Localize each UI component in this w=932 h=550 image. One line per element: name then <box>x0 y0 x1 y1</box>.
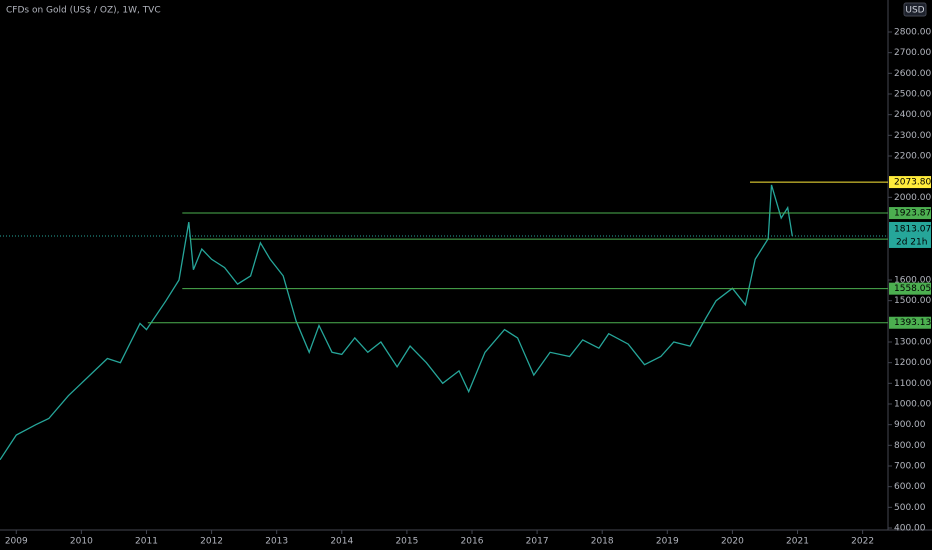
level-tag <box>889 316 931 329</box>
y-tick-label: 2500.00 <box>894 89 931 99</box>
x-tick-label: 2015 <box>395 537 418 547</box>
y-tick-label: 1600.00 <box>894 275 931 285</box>
y-tick-label: 900.00 <box>894 420 926 430</box>
y-tick-label: 1100.00 <box>894 379 931 389</box>
level-label: 1393.13 <box>894 318 931 328</box>
price-line <box>0 184 793 461</box>
y-tick-label: 1000.00 <box>894 399 931 409</box>
y-tick-label: 1200.00 <box>894 358 931 368</box>
y-tick-label: 2400.00 <box>894 110 931 120</box>
x-tick-label: 2013 <box>265 537 288 547</box>
level-label: 2073.80 <box>894 178 931 188</box>
x-tick-label: 2017 <box>526 537 549 547</box>
y-tick-label: 2000.00 <box>894 193 931 203</box>
y-tick-label: 1300.00 <box>894 337 931 347</box>
x-tick-label: 2018 <box>591 537 614 547</box>
x-tick-label: 2022 <box>851 537 874 547</box>
y-tick-label: 700.00 <box>894 461 926 471</box>
x-tick-label: 2010 <box>70 537 93 547</box>
y-tick-label: 2800.00 <box>894 27 931 37</box>
y-tick-label: 2200.00 <box>894 151 931 161</box>
level-tag <box>889 282 931 295</box>
x-tick-label: 2014 <box>330 537 353 547</box>
level-label: 1923.87 <box>894 209 931 219</box>
x-tick-label: 2011 <box>135 537 158 547</box>
y-tick-label: 400.00 <box>894 523 926 533</box>
y-tick-label: 800.00 <box>894 441 926 451</box>
x-tick-label: 2020 <box>721 537 744 547</box>
y-tick-label: 600.00 <box>894 482 926 492</box>
last-price-tag <box>889 221 931 248</box>
y-tick-label: 500.00 <box>894 503 926 513</box>
level-label: 1558.05 <box>894 284 931 294</box>
x-tick-label: 2021 <box>786 537 809 547</box>
y-tick-label: 1500.00 <box>894 296 931 306</box>
y-tick-label: 2300.00 <box>894 131 931 141</box>
y-tick-label: 2600.00 <box>894 69 931 79</box>
level-tag <box>889 176 931 189</box>
currency-button[interactable] <box>903 2 927 17</box>
chart-title: CFDs on Gold (US$ / OZ), 1W, TVC <box>6 6 161 16</box>
x-tick-label: 2009 <box>5 537 28 547</box>
x-tick-label: 2019 <box>656 537 679 547</box>
level-tag <box>889 207 931 220</box>
currency-label[interactable]: USD <box>905 6 924 16</box>
x-tick-label: 2016 <box>461 537 484 547</box>
countdown-label: 2d 21h <box>896 237 927 247</box>
x-tick-label: 2012 <box>200 537 223 547</box>
last-price-label: 1813.07 <box>894 224 931 234</box>
y-tick-label: 2700.00 <box>894 48 931 58</box>
